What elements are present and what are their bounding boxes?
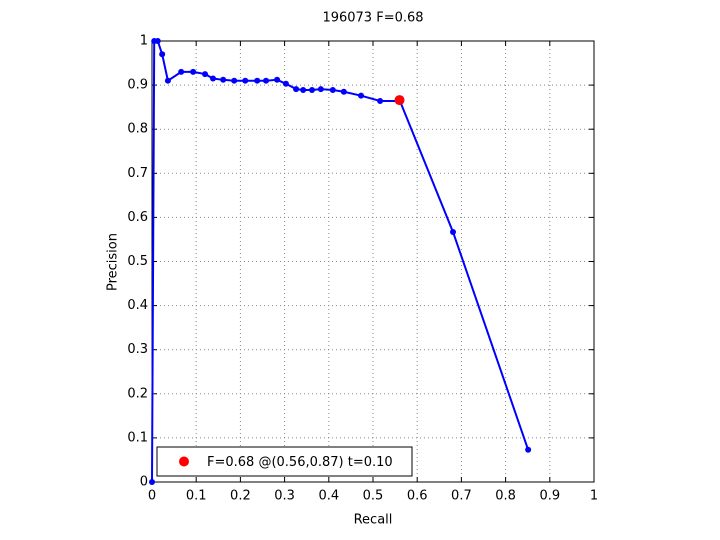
point [450,228,457,235]
y-tick-label: 0.1 [127,430,148,445]
chart-title: 196073 F=0.68 [322,11,423,26]
legend-marker [179,456,189,467]
y-tick-label: 0.3 [127,342,148,357]
x-tick-label: 0.7 [451,489,472,504]
x-tick-label: 0.4 [318,489,339,504]
x-tick-label: 0.6 [407,489,428,504]
legend-label: F=0.68 @(0.56,0.87) t=0.10 [207,455,393,470]
point [209,75,216,82]
y-tick-label: 0.2 [127,386,148,401]
y-tick-label: 0.9 [127,78,148,93]
point [202,71,209,78]
point [263,77,270,84]
point [377,97,384,104]
y-tick-label: 1 [140,34,148,49]
point [525,446,532,453]
x-tick-label: 0.5 [363,489,384,504]
x-tick-label: 0 [148,489,156,504]
x-tick-label: 0.9 [539,489,560,504]
point [178,68,185,75]
point [274,76,281,83]
point [340,88,347,95]
point [164,77,171,84]
y-tick-label: 0.6 [127,210,148,225]
point [231,77,238,84]
point [154,38,161,44]
y-tick-label: 0.7 [127,166,148,181]
y-axis-label: Precision [106,233,121,291]
legend-box [156,446,413,477]
point [282,80,289,87]
point [358,92,365,99]
point [329,86,336,93]
point [149,479,155,485]
x-axis-label: Recall [354,513,393,528]
point [220,76,227,83]
x-tick-label: 0.2 [230,489,251,504]
point [317,86,324,93]
point [242,77,249,84]
y-tick-label: 0 [140,475,148,490]
y-tick-label: 0.8 [127,122,148,137]
point [300,86,307,93]
x-tick-label: 1 [590,489,598,504]
y-tick-label: 0.4 [127,298,148,313]
point [254,77,261,84]
x-tick-label: 0.1 [186,489,207,504]
x-tick-label: 0.8 [495,489,516,504]
point [159,51,166,58]
axes-box [151,40,595,483]
point [190,68,197,75]
point [293,86,300,93]
point [309,86,316,93]
best-point [394,95,405,106]
x-tick-label: 0.3 [274,489,295,504]
y-tick-label: 0.5 [127,254,148,269]
